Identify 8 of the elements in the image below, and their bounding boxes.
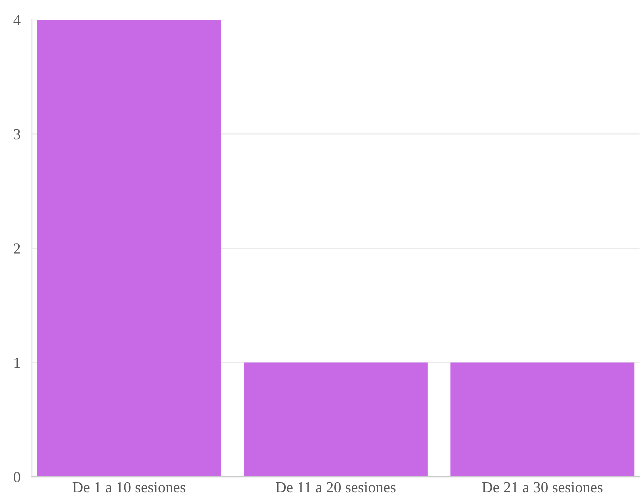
y-tick-label: 2: [14, 244, 20, 254]
x-tick-label: De 11 a 20 sesiones: [276, 482, 396, 493]
y-tick-label: 4: [14, 15, 21, 26]
y-tick-label: 0: [14, 472, 20, 482]
x-tick-label: De 1 a 10 sesiones: [72, 482, 186, 493]
y-tick-label: 3: [14, 129, 20, 140]
x-tick-label: De 21 a 30 sesiones: [482, 482, 603, 493]
y-tick-label: 1: [14, 358, 20, 368]
